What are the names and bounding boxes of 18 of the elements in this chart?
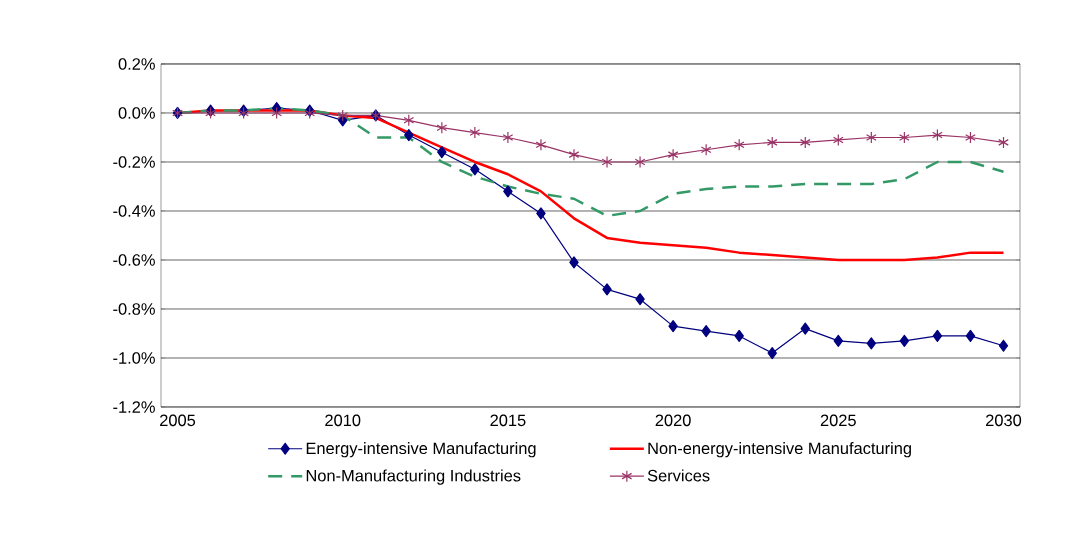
legend-label: Services — [647, 469, 710, 482]
y-tick-label: -0.6% — [113, 254, 155, 266]
x-tick-label: 2025 — [820, 414, 856, 427]
x-tick-label: 2030 — [986, 414, 1022, 427]
x-tick-label: 2005 — [160, 414, 196, 427]
y-tick-label: -0.8% — [113, 303, 155, 315]
y-tick-label: -0.2% — [113, 156, 155, 168]
legend-label: Non-Manufacturing Industries — [306, 469, 521, 485]
y-tick-label: -1.2% — [113, 401, 155, 413]
y-tick-label: 0.0% — [118, 107, 155, 119]
y-tick-label: -0.4% — [113, 205, 155, 217]
x-tick-label: 2020 — [655, 414, 691, 427]
x-tick-label: 2015 — [490, 414, 526, 427]
y-tick-label: 0.2% — [118, 58, 155, 70]
x-tick-label: 2010 — [325, 414, 361, 427]
y-tick-label: -1.0% — [113, 352, 155, 364]
legend-label: Non-energy-intensive Manufacturing — [648, 442, 911, 458]
legend-label: Energy-intensive Manufacturing — [306, 442, 536, 458]
